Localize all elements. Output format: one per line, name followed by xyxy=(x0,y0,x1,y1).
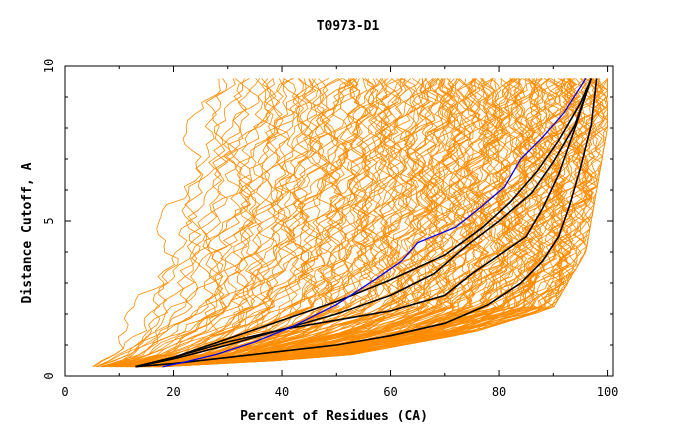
background-series-line xyxy=(137,78,472,368)
axes xyxy=(64,65,614,377)
y-axis-label: Distance Cutoff, A xyxy=(20,162,35,303)
background-series-line xyxy=(145,78,522,368)
x-tick-label: 40 xyxy=(275,385,289,399)
background-series-line xyxy=(116,78,347,368)
background-series-line xyxy=(102,78,281,368)
background-series-line xyxy=(162,78,608,368)
background-series-line xyxy=(150,78,556,368)
background-series-line xyxy=(134,78,462,368)
reference-series-line xyxy=(135,78,598,368)
background-series-line xyxy=(129,78,424,368)
background-series-line xyxy=(152,78,561,368)
background-series-line xyxy=(148,78,536,368)
background-series-line xyxy=(134,78,481,368)
background-series-line xyxy=(120,78,384,368)
background-series-line xyxy=(115,78,351,368)
background-series-line xyxy=(129,78,427,368)
plot-lines xyxy=(92,78,609,368)
background-series-line xyxy=(97,78,247,368)
reference-series-line xyxy=(135,78,593,368)
background-series-line xyxy=(141,78,506,368)
background-series-line xyxy=(110,78,322,368)
background-series-line xyxy=(126,78,414,368)
chart-title: T0973-D1 xyxy=(317,19,380,34)
x-tick-label: 20 xyxy=(166,385,180,399)
background-series-line xyxy=(160,78,608,368)
background-series-line xyxy=(145,78,523,368)
background-series-line xyxy=(116,78,358,368)
background-series-line xyxy=(130,78,432,368)
background-series-line xyxy=(127,78,432,368)
background-series-line xyxy=(97,78,251,368)
background-series-line xyxy=(142,78,497,368)
background-series-line xyxy=(161,78,607,368)
y-tick-label: 0 xyxy=(42,372,56,379)
background-series-line xyxy=(161,78,609,368)
reference-series-line xyxy=(135,78,593,368)
background-series-line xyxy=(92,78,221,368)
background-series-line xyxy=(148,78,535,368)
x-axis-label: Percent of Residues (CA) xyxy=(240,409,428,424)
background-series-line xyxy=(142,78,509,368)
background-series-line xyxy=(103,78,309,368)
x-tick-label: 0 xyxy=(61,385,68,399)
background-series-line xyxy=(138,78,491,368)
background-series-line xyxy=(110,78,318,368)
background-series-line xyxy=(111,78,343,368)
background-series-line xyxy=(104,78,283,368)
y-tick-label: 5 xyxy=(42,217,56,224)
background-series-line xyxy=(123,78,395,368)
background-series-line xyxy=(103,78,275,368)
background-series-line xyxy=(93,78,228,368)
background-series-line xyxy=(109,78,317,368)
background-series-line xyxy=(95,78,236,368)
background-series-line xyxy=(133,78,456,368)
background-series-line xyxy=(101,78,277,368)
background-series-line xyxy=(158,78,587,368)
background-series-line xyxy=(109,78,317,368)
x-tick-label: 80 xyxy=(492,385,506,399)
background-series-line xyxy=(132,78,444,368)
background-series-line xyxy=(104,78,299,368)
background-series-line xyxy=(134,78,461,368)
highlight-series-line xyxy=(162,78,587,368)
background-series-line xyxy=(131,78,439,368)
background-series-line xyxy=(116,78,356,368)
background-series-line xyxy=(161,78,608,368)
background-series-line xyxy=(108,78,333,368)
x-tick-label: 100 xyxy=(597,385,619,399)
background-series-line xyxy=(154,78,566,368)
background-series-line xyxy=(99,78,263,368)
y-tick-label: 10 xyxy=(42,59,56,73)
background-series-line xyxy=(141,78,497,368)
x-tick-label: 60 xyxy=(383,385,397,399)
background-series-line xyxy=(96,78,250,368)
background-series-line xyxy=(123,78,402,368)
tick-labels: 0 20 40 60 80 100 0 5 10 xyxy=(42,59,618,399)
background-series-line xyxy=(117,78,368,368)
background-series-line xyxy=(109,78,316,368)
background-series-line xyxy=(133,78,463,368)
background-series-line xyxy=(117,78,360,368)
reference-series-line xyxy=(135,78,593,368)
